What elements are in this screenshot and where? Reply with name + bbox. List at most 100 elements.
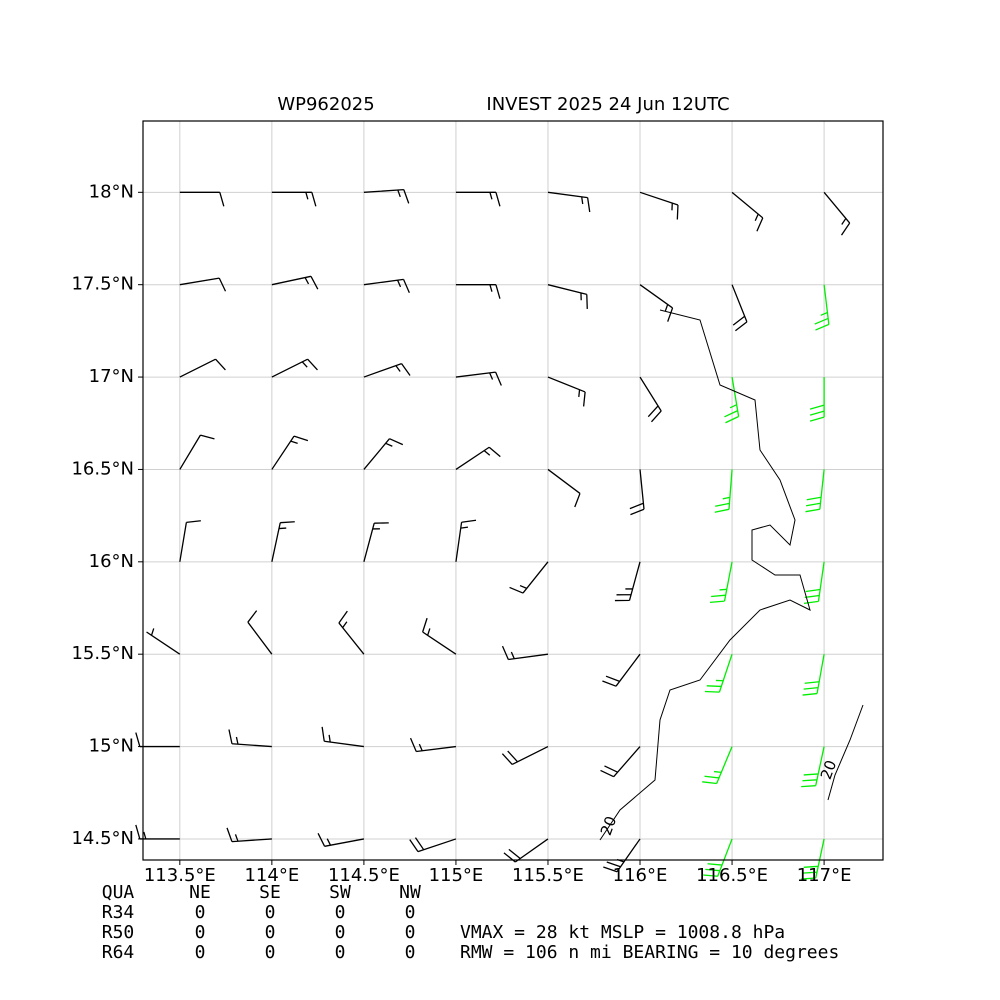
wind-barb bbox=[731, 191, 764, 232]
wind-barb bbox=[363, 362, 411, 378]
summary-item: n mi bbox=[558, 942, 612, 963]
wind-barb bbox=[226, 827, 272, 843]
table-cell: 0 bbox=[195, 942, 206, 963]
x-tick-label: 117°E bbox=[797, 865, 852, 886]
x-tick-label: 113.5°E bbox=[144, 865, 216, 886]
wind-barb bbox=[455, 191, 501, 207]
wind-barb bbox=[179, 191, 225, 207]
summary-item: VMAX = bbox=[460, 922, 525, 943]
row-label: R64 bbox=[102, 942, 135, 963]
summary-item: degrees bbox=[753, 942, 840, 963]
wind-barb bbox=[363, 189, 410, 204]
table-cell: 0 bbox=[195, 922, 206, 943]
wind-barb bbox=[179, 520, 201, 562]
table-cell: 0 bbox=[405, 922, 416, 943]
y-tick-label: 17.5°N bbox=[71, 274, 134, 295]
table-cell: 0 bbox=[405, 902, 416, 923]
wind-barb bbox=[363, 522, 389, 562]
wind-barb bbox=[509, 561, 549, 594]
summary-item: BEARING = bbox=[612, 942, 721, 963]
wind-barb bbox=[547, 468, 581, 508]
wind-barb bbox=[704, 653, 733, 693]
y-tick-label: 16°N bbox=[89, 551, 134, 572]
y-tick-label: 15°N bbox=[89, 736, 134, 757]
wind-barb bbox=[801, 746, 825, 788]
x-tick-label: 115.5°E bbox=[512, 865, 584, 886]
y-tick-label: 17°N bbox=[89, 366, 134, 387]
wind-barb bbox=[714, 469, 733, 513]
wind-barb bbox=[639, 284, 674, 322]
wind-barb bbox=[709, 561, 733, 604]
wind-barb bbox=[247, 610, 273, 655]
wind-barb bbox=[317, 832, 365, 847]
x-tick-label: 116.5°E bbox=[696, 865, 768, 886]
wind-barb bbox=[547, 284, 588, 309]
wind-barb bbox=[271, 358, 318, 378]
row-label: R34 bbox=[102, 902, 135, 923]
wind-barb bbox=[724, 376, 740, 424]
wind-barb bbox=[702, 746, 733, 785]
wind-barb bbox=[422, 617, 457, 655]
wind-barb bbox=[814, 284, 830, 331]
coastline bbox=[599, 309, 811, 841]
wind-barb bbox=[179, 358, 226, 378]
wind-barb bbox=[409, 737, 457, 753]
table-cell: 0 bbox=[405, 942, 416, 963]
wind-barb bbox=[271, 435, 309, 470]
wind-barb bbox=[271, 275, 319, 290]
y-tick-label: 16.5°N bbox=[71, 458, 134, 479]
wind-barb bbox=[135, 732, 180, 748]
summary-item: kt bbox=[558, 922, 591, 943]
x-tick-label: 114°E bbox=[244, 865, 299, 886]
table-cell: 0 bbox=[265, 902, 276, 923]
wind-barb bbox=[228, 729, 272, 748]
wind-barb bbox=[338, 610, 365, 655]
plot-frame bbox=[142, 120, 884, 861]
summary-line: VMAX = 28 kt MSLP = 1008.8 hPa bbox=[460, 922, 785, 943]
wind-barb bbox=[809, 377, 825, 422]
summary-line: RMW = 106 n mi BEARING = 10 degrees bbox=[460, 942, 839, 963]
wind-barb bbox=[639, 191, 679, 220]
wind-barb bbox=[271, 521, 295, 562]
y-tick-label: 18°N bbox=[89, 181, 134, 202]
wind-barb bbox=[179, 277, 227, 292]
wind-barb bbox=[703, 838, 733, 877]
wind-barb bbox=[547, 191, 591, 213]
x-tick-label: 115°E bbox=[429, 865, 484, 886]
table-header: SE bbox=[259, 882, 281, 903]
wind-barb bbox=[455, 519, 477, 562]
table-cell: 0 bbox=[335, 942, 346, 963]
title-left: WP962025 bbox=[277, 94, 374, 115]
wind-barb bbox=[363, 278, 410, 294]
table-header: QUA bbox=[102, 882, 135, 903]
summary-item: RMW = bbox=[460, 942, 514, 963]
summary-item: MSLP = bbox=[590, 922, 666, 943]
wind-barb bbox=[363, 438, 404, 470]
wind-barb bbox=[135, 824, 180, 840]
wind-barb bbox=[455, 284, 501, 299]
wind-barb bbox=[409, 837, 457, 853]
table-cell: 0 bbox=[335, 902, 346, 923]
table-cell: 0 bbox=[265, 942, 276, 963]
coastline bbox=[827, 704, 864, 801]
wind-barb bbox=[321, 726, 364, 748]
contour-label: 20 bbox=[597, 814, 620, 838]
summary-item: 28 bbox=[525, 922, 558, 943]
x-tick-label: 114.5°E bbox=[328, 865, 400, 886]
wind-barb bbox=[805, 469, 825, 513]
summary-item: hPa bbox=[742, 922, 785, 943]
table-header: NW bbox=[399, 882, 421, 903]
plot-area bbox=[135, 121, 883, 880]
wind-barb bbox=[731, 284, 748, 332]
wind-barb bbox=[146, 628, 181, 655]
wind-barb bbox=[501, 745, 549, 766]
y-tick-label: 15.5°N bbox=[71, 643, 134, 664]
table-header: SW bbox=[329, 882, 351, 903]
wind-barb bbox=[802, 654, 825, 696]
wind-barb bbox=[600, 746, 641, 778]
summary-item: 10 bbox=[720, 942, 753, 963]
wind-barb bbox=[455, 371, 502, 386]
